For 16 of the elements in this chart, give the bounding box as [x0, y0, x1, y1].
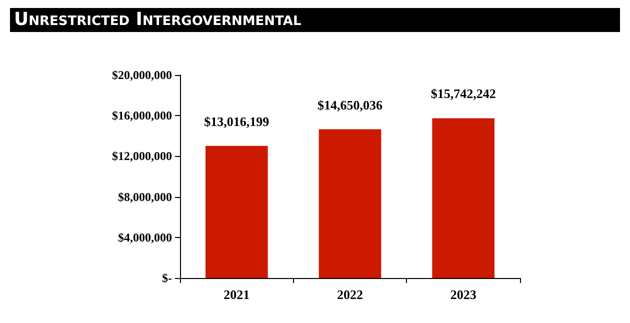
- y-tick-label: $16,000,000: [112, 108, 172, 123]
- x-tick-label: 2022: [337, 287, 363, 302]
- bar: [318, 129, 382, 278]
- y-tick-label: $4,000,000: [118, 230, 172, 244]
- y-tick-label: $12,000,000: [112, 149, 172, 164]
- bar: [432, 118, 494, 278]
- y-tick-label: $8,000,000: [118, 190, 172, 204]
- x-tick-label: 2021: [224, 287, 250, 302]
- x-tick-label: 2023: [450, 287, 477, 302]
- y-tick-label: $20,000,000: [112, 68, 172, 82]
- data-label: $15,742,242: [430, 86, 496, 102]
- bar: [206, 146, 268, 278]
- chart-title: Unrestricted Intergovernmental: [10, 8, 620, 32]
- data-label: $13,016,199: [204, 114, 270, 129]
- data-label: $14,650,036: [318, 97, 383, 112]
- y-tick-label: $-: [162, 271, 172, 285]
